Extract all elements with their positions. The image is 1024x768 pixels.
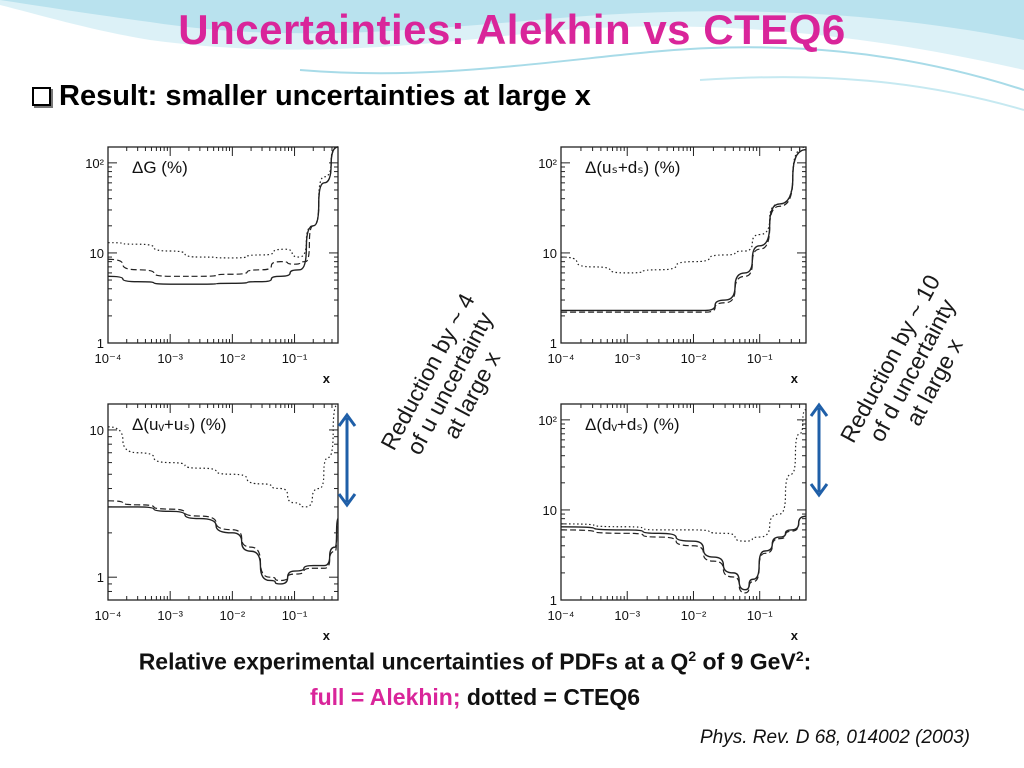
caption-line-1: Relative experimental uncertainties of P… — [0, 648, 950, 676]
x-axis-label: x — [791, 628, 799, 643]
y-tick-label: 1 — [550, 593, 557, 608]
y-tick-label: 1 — [97, 570, 104, 585]
y-tick-label: 10 — [90, 246, 104, 261]
x-axis-label: x — [323, 371, 331, 386]
plot-title: Δ(uₛ+dₛ) (%) — [585, 158, 680, 177]
x-tick-label: 10⁻⁴ — [95, 351, 122, 366]
plot-title: ΔG (%) — [132, 158, 188, 177]
plot-title: Δ(uᵥ+uₛ) (%) — [132, 415, 226, 434]
caption-full-alekhin: full = Alekhin; — [309, 684, 461, 710]
header-wave-decoration — [0, 0, 1024, 111]
x-tick-label: 10⁻³ — [157, 351, 183, 366]
plot-frame — [560, 403, 807, 601]
y-tick-label: 10 — [543, 246, 557, 261]
series-dashed — [560, 515, 807, 594]
y-tick-label: 10 — [90, 423, 104, 438]
plot-frame — [107, 146, 339, 344]
plot-delta-dv-ds-svg: 10⁻⁴ 10⁻³ 10⁻² 10⁻¹ 1 10 10² x Δ(dᵥ+dₛ) (%) — [538, 403, 807, 643]
x-tick-label: 10⁻³ — [614, 351, 640, 366]
u-reduction-arrow-icon — [337, 412, 357, 508]
caption-text-b: of 9 GeV — [696, 648, 796, 675]
y-tick-label: 10 — [543, 503, 557, 518]
series-solid — [108, 506, 339, 585]
series-dotted — [107, 146, 339, 259]
series-dashed — [107, 146, 339, 277]
y-tick-label: 10² — [538, 156, 557, 171]
x-tick-label: 10⁻² — [681, 608, 707, 623]
x-tick-label: 10⁻² — [681, 351, 707, 366]
caption-text-a: Relative experimental uncertainties of P… — [138, 648, 689, 675]
plot-delta-us-ds: 10⁻⁴ 10⁻³ 10⁻² 10⁻¹ 1 10 10² x Δ(uₛ+dₛ) (%) — [535, 143, 820, 393]
u-reduction-note: Reduction by ~ 4 of u uncertainty at lar… — [368, 273, 533, 494]
plot-delta-dv-ds: 10⁻⁴ 10⁻³ 10⁻² 10⁻¹ 1 10 10² x Δ(dᵥ+dₛ) (%) — [535, 400, 820, 650]
caption-sup-1: 2 — [688, 648, 697, 664]
plot-delta-g: 10⁻⁴ 10⁻³ 10⁻² 10⁻¹ 1 10 10² x ΔG (%) — [82, 143, 352, 393]
plot-title: Δ(dᵥ+dₛ) (%) — [585, 415, 679, 434]
series-dotted — [107, 403, 339, 508]
series-dotted — [560, 408, 807, 542]
bullet-text: Result: smaller uncertainties at large x — [59, 80, 591, 112]
x-tick-label: 10⁻³ — [157, 608, 183, 623]
x-tick-label: 10⁻² — [220, 351, 246, 366]
x-tick-label: 10⁻² — [220, 608, 246, 623]
bullet-point: Result: smaller uncertainties at large x — [32, 80, 591, 113]
x-tick-label: 10⁻¹ — [747, 351, 773, 366]
reference-citation: Phys. Rev. D 68, 014002 (2003) — [699, 727, 970, 748]
x-tick-label: 10⁻⁴ — [95, 608, 122, 623]
series-solid — [107, 146, 339, 285]
slide-title: Uncertainties: Alekhin vs CTEQ6 — [178, 6, 846, 53]
y-tick-label: 1 — [97, 336, 104, 351]
y-tick-label: 10² — [85, 156, 104, 171]
x-axis-label: x — [791, 371, 799, 386]
x-axis-label: x — [323, 628, 331, 643]
caption-dotted-cteq6: dotted = CTEQ6 — [460, 684, 641, 710]
d-reduction-note: Reduction by ~ 10 of d uncertainty at la… — [829, 258, 996, 483]
plot-delta-uv-us: 10⁻⁴ 10⁻³ 10⁻² 10⁻¹ 1 10 x Δ(uᵥ+uₛ) (%) — [82, 400, 352, 650]
caption-line-2: full = Alekhin; dotted = CTEQ6 — [0, 684, 950, 711]
caption-sup-2: 2 — [795, 648, 804, 664]
x-tick-label: 10⁻¹ — [282, 351, 308, 366]
y-tick-label: 10² — [538, 413, 557, 428]
x-tick-label: 10⁻¹ — [282, 608, 308, 623]
series-dotted — [560, 146, 807, 274]
caption-text-c: : — [803, 648, 812, 675]
plot-delta-uv-us-svg: 10⁻⁴ 10⁻³ 10⁻² 10⁻¹ 1 10 x Δ(uᵥ+uₛ) (%) — [90, 403, 339, 643]
x-tick-label: 10⁻⁴ — [548, 351, 575, 366]
x-tick-label: 10⁻⁴ — [548, 608, 575, 623]
x-tick-label: 10⁻³ — [614, 608, 640, 623]
d-reduction-arrow-icon — [809, 402, 829, 498]
plot-delta-us-ds-svg: 10⁻⁴ 10⁻³ 10⁻² 10⁻¹ 1 10 10² x Δ(uₛ+dₛ) (%) — [538, 146, 807, 386]
y-tick-label: 1 — [550, 336, 557, 351]
plot-delta-g-svg: 10⁻⁴ 10⁻³ 10⁻² 10⁻¹ 1 10 10² x ΔG (%) — [85, 146, 339, 386]
series-dashed — [107, 500, 339, 582]
checkbox-bullet-icon — [32, 87, 51, 106]
x-tick-label: 10⁻¹ — [747, 608, 773, 623]
